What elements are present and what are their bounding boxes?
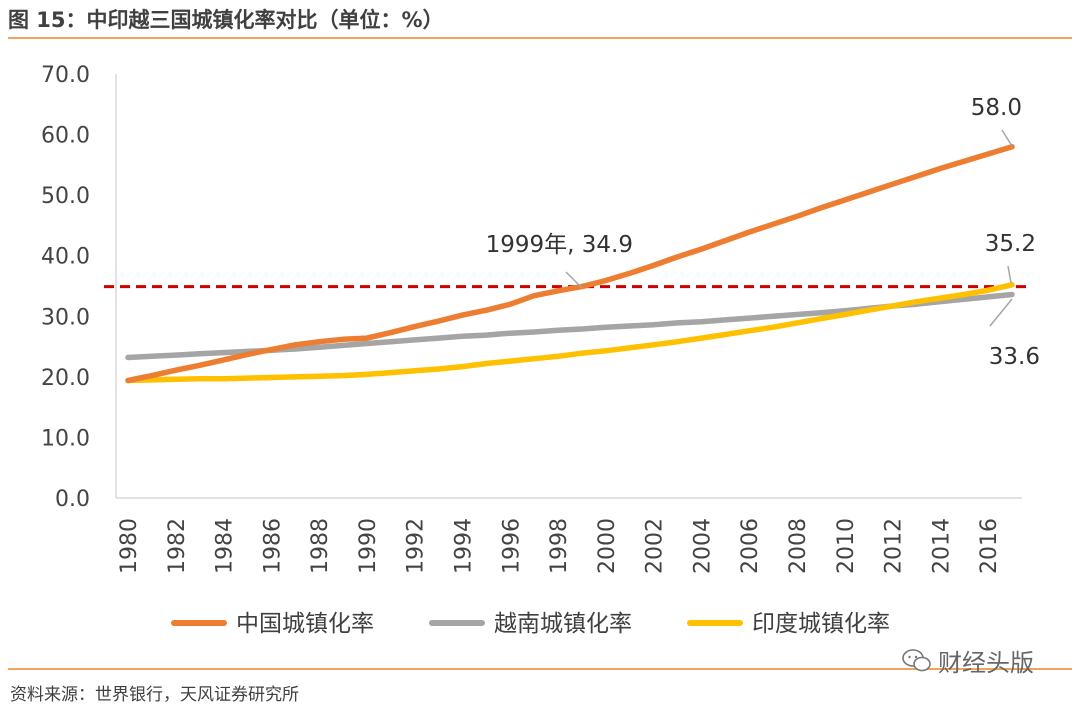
annotation-label: 1999年, 34.9 bbox=[486, 232, 633, 258]
x-tick-label: 1982 bbox=[165, 518, 190, 574]
y-tick-label: 50.0 bbox=[41, 184, 90, 209]
axes bbox=[115, 74, 1022, 499]
y-tick-label: 20.0 bbox=[41, 366, 90, 391]
y-tick-label: 30.0 bbox=[41, 305, 90, 330]
x-tick-label: 2002 bbox=[643, 518, 668, 574]
x-tick-label: 2004 bbox=[690, 518, 715, 574]
series-line-1 bbox=[125, 291, 1015, 361]
annotation-leader bbox=[1001, 129, 1013, 147]
series-line-0 bbox=[125, 143, 1015, 384]
y-tick-label: 60.0 bbox=[41, 124, 90, 149]
y-tick-label: 70.0 bbox=[41, 63, 90, 88]
x-tick-label: 2008 bbox=[786, 518, 811, 574]
y-tick-label: 40.0 bbox=[41, 245, 90, 270]
watermark: 财经头版 bbox=[902, 643, 1034, 678]
x-tick-label: 1980 bbox=[117, 518, 142, 574]
x-tick-label: 2000 bbox=[595, 518, 620, 574]
legend-label: 越南城镇化率 bbox=[494, 611, 632, 637]
bottom-rule bbox=[8, 668, 1072, 670]
x-tick-label: 1994 bbox=[451, 518, 476, 574]
x-tick-label: 1984 bbox=[213, 518, 238, 574]
x-tick-label: 2006 bbox=[738, 518, 763, 574]
wechat-icon bbox=[902, 648, 931, 671]
x-axis-ticks: 1980 1982 1984 1986 1988 1990 1992 1994 1996 1998… bbox=[117, 518, 1002, 574]
x-tick-label: 1992 bbox=[404, 518, 429, 574]
annotation-label: 58.0 bbox=[971, 95, 1022, 121]
watermark-text: 财经头版 bbox=[938, 649, 1034, 677]
y-axis-ticks: 0.0 10.0 20.0 30.0 40.0 50.0 60.0 70.0 bbox=[41, 63, 90, 512]
y-tick-label: 10.0 bbox=[41, 426, 90, 451]
annotations: 58.0 1999年, 34.9 35.2 33.6 bbox=[486, 95, 1040, 370]
top-rule bbox=[8, 37, 1072, 39]
series-lines bbox=[125, 143, 1015, 384]
series-line-2 bbox=[125, 282, 1015, 384]
annotation-label: 35.2 bbox=[985, 231, 1036, 257]
x-tick-label: 1996 bbox=[499, 518, 524, 574]
x-tick-label: 2016 bbox=[977, 518, 1002, 574]
x-tick-label: 1986 bbox=[260, 518, 285, 574]
x-tick-label: 1998 bbox=[547, 518, 572, 574]
x-tick-label: 2014 bbox=[929, 518, 954, 574]
figure-title: 图 15：中印越三国城镇化率对比（单位：%） bbox=[8, 8, 444, 32]
legend-label: 中国城镇化率 bbox=[236, 611, 374, 637]
legend: 中国城镇化率 越南城镇化率 印度城镇化率 bbox=[171, 611, 890, 637]
annotation-leader bbox=[1007, 265, 1012, 284]
annotation-leader bbox=[989, 298, 1013, 327]
x-tick-label: 2010 bbox=[834, 518, 859, 574]
legend-label: 印度城镇化率 bbox=[752, 611, 890, 637]
source-note: 资料来源：世界银行，天风证券研究所 bbox=[10, 685, 299, 705]
annotation-leader bbox=[565, 271, 583, 289]
annotation-label: 33.6 bbox=[989, 344, 1040, 370]
x-tick-label: 1988 bbox=[308, 518, 333, 574]
x-tick-label: 1990 bbox=[356, 518, 381, 574]
x-tick-label: 2012 bbox=[882, 518, 907, 574]
y-tick-label: 0.0 bbox=[55, 487, 90, 512]
